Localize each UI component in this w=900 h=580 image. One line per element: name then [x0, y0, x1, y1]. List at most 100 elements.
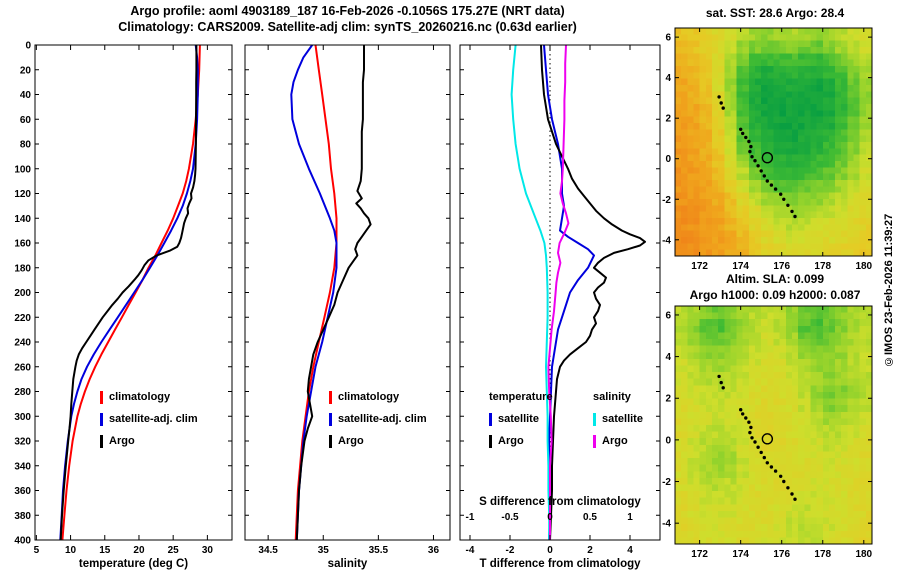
tick-label: 4: [665, 352, 671, 363]
figure-title-line1: Argo profile: aoml 4903189_187 16-Feb-20…: [130, 4, 565, 18]
tick-label: 176: [773, 261, 790, 272]
tick-label: 280: [14, 387, 31, 398]
island-dot: [741, 131, 745, 136]
series-line-argo: [295, 45, 372, 540]
tick-label: 10: [65, 545, 77, 556]
axes-frame: [459, 44, 661, 541]
tick-label: 160: [14, 239, 31, 250]
island-dot: [756, 445, 760, 449]
island-dot: [773, 469, 778, 473]
salinity-axis-label: salinity: [327, 558, 368, 570]
tick-label: 25: [168, 545, 180, 556]
difference_profile-panel: -4 -2 0 2 4 -1 -0.5 0 0.5 1: [459, 44, 661, 556]
salinity_profile-panel: 34.5 35 35.5 36: [244, 44, 451, 556]
salinity-legend: climatology satellite-adj. clim Argo: [329, 386, 427, 452]
tick-label: -4: [466, 545, 475, 556]
tick-label: -2: [662, 477, 671, 488]
island-dot: [721, 386, 725, 390]
island-dot: [782, 197, 786, 201]
series-line-climatology: [294, 45, 338, 540]
legend-label: Argo: [602, 435, 628, 447]
tick-label: -2: [506, 545, 515, 556]
argo-t-diff-line-swatch: [489, 434, 492, 448]
island-dot: [759, 169, 763, 173]
island-dot: [779, 192, 783, 196]
axes-frame: [244, 44, 451, 541]
island-dot: [717, 374, 721, 379]
tick-label: 0.5: [583, 512, 597, 523]
island-dot: [762, 455, 766, 460]
temperature-axis-label: temperature (deg C): [78, 558, 189, 570]
tick-label: 40: [20, 90, 32, 101]
sla-map-title: Altim. SLA: 0.099: [725, 272, 825, 286]
tick-label: 30: [202, 545, 214, 556]
legend-header: temperature: [489, 391, 553, 403]
climatology-line-swatch: [100, 390, 103, 404]
tick-label: 20: [20, 65, 32, 76]
island-dot: [756, 164, 760, 168]
tick-label: 240: [14, 338, 31, 349]
tick-label: 0: [665, 435, 671, 446]
legend-label: satellite: [498, 413, 539, 425]
difference-legend-salinity: salinity satellite Argo: [593, 386, 643, 452]
argo-line-swatch: [329, 434, 332, 448]
tick-label: 340: [14, 461, 31, 472]
island-dot: [790, 492, 794, 496]
argo-s-diff-line-swatch: [593, 434, 596, 448]
s-difference-axis-label: S difference from climatology: [479, 496, 641, 508]
legend-item: climatology: [100, 386, 198, 408]
tick-label: -4: [662, 235, 671, 246]
sla-map-subtitle: Argo h1000: 0.09 h2000: 0.087: [689, 288, 861, 302]
island-dot: [750, 155, 754, 159]
legend-label: climatology: [338, 391, 400, 403]
island-dot: [769, 465, 774, 469]
axes-frame: [674, 27, 873, 257]
island-dot: [750, 436, 754, 440]
axes-frame: [674, 305, 873, 545]
island-dot: [739, 127, 743, 131]
tick-label: 180: [855, 261, 872, 272]
tick-label: 400: [14, 536, 31, 547]
island-dot: [747, 139, 751, 144]
tick-label: 2: [665, 114, 671, 125]
tick-label: 140: [14, 214, 31, 225]
island-dot: [773, 187, 778, 191]
tick-label: 260: [14, 362, 31, 373]
island-dot: [717, 95, 721, 99]
legend-item: satellite-adj. clim: [100, 408, 198, 430]
island-dot: [744, 416, 748, 420]
tick-label: 15: [99, 545, 111, 556]
tick-label: 60: [20, 115, 32, 126]
float-location-marker: [761, 433, 774, 445]
legend-label: satellite-adj. clim: [109, 413, 198, 425]
tick-label: 172: [691, 261, 708, 272]
tick-label: 6: [665, 33, 671, 44]
tick-label: 360: [14, 486, 31, 497]
legend-item: satellite: [489, 408, 553, 430]
tick-label: 1: [627, 512, 633, 523]
series-line-argo: [59, 45, 198, 540]
island-dot: [782, 479, 786, 484]
legend-label: Argo: [498, 435, 524, 447]
island-dot: [747, 420, 751, 424]
tick-label: 300: [14, 412, 31, 423]
satellite-adj-clim-line-swatch: [100, 412, 103, 426]
island-dot: [753, 440, 757, 444]
series-line-t-argo: [540, 45, 646, 540]
tick-label: 20: [133, 545, 145, 556]
climatology-line-swatch: [329, 390, 332, 404]
figure-title-line2: Climatology: CARS2009. Satellite-adj cli…: [118, 20, 577, 34]
satellite-t-diff-line-swatch: [489, 412, 492, 426]
legend-item: Argo: [593, 430, 643, 452]
tick-label: 2: [587, 545, 593, 556]
tick-label: 180: [14, 263, 31, 274]
tick-label: -1: [466, 512, 475, 523]
tick-label: 35.5: [369, 545, 389, 556]
island-dot: [786, 486, 790, 490]
temperature_profile-panel: 5 10 15 20 25 3002040608010012014016018020022…: [14, 41, 233, 556]
tick-label: 80: [20, 140, 32, 151]
tick-label: 172: [691, 549, 708, 560]
island-dot: [749, 425, 753, 430]
